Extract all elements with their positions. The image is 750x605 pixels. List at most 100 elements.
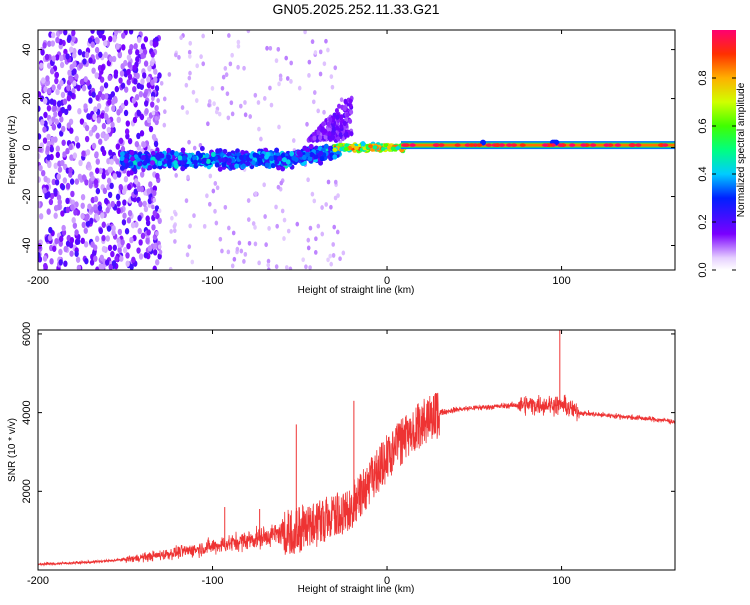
noise-dot: [65, 53, 70, 60]
noise-dot: [59, 61, 65, 69]
fan-dot: [338, 132, 343, 138]
snr-x-label: Height of straight line (km): [298, 584, 415, 595]
noise-dot: [103, 39, 108, 47]
noise-dot: [96, 117, 102, 124]
noise-dot: [101, 245, 107, 253]
faint-noise-dot: [174, 211, 178, 217]
noise-dot: [105, 133, 110, 140]
noise-dot: [102, 187, 108, 195]
noise-dot: [144, 108, 149, 115]
fan-dot: [323, 134, 328, 140]
colorbar-ticks: 0.0 0.2 0.4 0.6 0.8: [697, 70, 736, 278]
noise-dot: [135, 72, 140, 80]
colorbar-tick-label: 0.8: [697, 70, 709, 85]
stable-line-dot: [569, 143, 576, 147]
band-dot: [220, 157, 226, 163]
noise-dot: [116, 200, 121, 207]
faint-noise-dot: [264, 242, 268, 248]
faint-noise-dot: [268, 45, 273, 51]
noise-dot: [71, 87, 76, 95]
spectrogram-y-tick-label: -40: [21, 238, 33, 254]
faint-noise-dot: [338, 256, 342, 262]
stable-line-dot: [485, 143, 492, 147]
noise-dot: [143, 60, 149, 67]
faint-noise-dot: [246, 30, 251, 34]
faint-noise-dot: [195, 63, 200, 69]
noise-dot: [134, 94, 140, 101]
stable-line-dot: [542, 143, 549, 147]
noise-dot: [104, 106, 109, 113]
faint-noise-dot: [243, 251, 248, 257]
converging-dot: [390, 146, 396, 151]
band-dot: [172, 160, 178, 166]
noise-dot: [56, 173, 61, 180]
noise-dot: [42, 137, 48, 144]
band-dot: [180, 165, 186, 172]
noise-dot: [123, 59, 128, 67]
noise-dot: [80, 237, 85, 245]
noise-dot: [84, 179, 89, 186]
noise-dot: [125, 260, 130, 267]
noise-dot: [60, 91, 66, 99]
noise-dot: [38, 251, 41, 259]
noise-dot: [141, 141, 147, 148]
noise-dot: [83, 103, 88, 110]
noise-dot: [100, 112, 105, 119]
noise-dot: [109, 158, 114, 165]
faint-noise-dot: [331, 242, 336, 247]
noise-dot: [40, 119, 45, 126]
fan-dot: [312, 135, 317, 141]
band-dot: [157, 160, 163, 166]
noise-dot: [45, 75, 50, 82]
fan-dot: [323, 128, 328, 134]
noise-dot: [154, 104, 159, 112]
faint-noise-dot: [177, 55, 181, 60]
noise-dot: [74, 135, 80, 143]
noise-dot: [54, 237, 59, 245]
noise-dot: [133, 178, 139, 185]
noise-dot: [125, 252, 130, 259]
faint-noise-dot: [279, 180, 284, 186]
noise-dot: [48, 226, 53, 234]
noise-dot: [147, 245, 153, 252]
faint-noise-dot: [180, 105, 185, 110]
faint-noise-dot: [316, 108, 320, 114]
noise-dot: [136, 110, 142, 117]
noise-dot: [42, 187, 47, 194]
noise-dot: [126, 217, 132, 224]
spectrogram-y-label: Frequency (Hz): [7, 116, 18, 185]
noise-dot: [52, 245, 57, 252]
faint-noise-dot: [306, 237, 311, 243]
noise-dot: [69, 236, 75, 244]
faint-noise-dot: [266, 258, 271, 264]
noise-dot: [107, 244, 113, 252]
noise-dot: [127, 48, 133, 55]
noise-dot: [135, 49, 140, 56]
fan-dot: [336, 136, 341, 142]
band-dot: [193, 159, 198, 165]
stable-line-dot: [401, 143, 408, 147]
noise-dot: [111, 225, 116, 232]
faint-noise-dot: [174, 52, 178, 58]
faint-noise-dot: [172, 224, 177, 229]
faint-noise-dot: [220, 85, 225, 91]
noise-dot: [78, 62, 84, 69]
faint-noise-dot: [268, 85, 272, 91]
noise-dot: [148, 181, 153, 188]
band-dot: [140, 154, 146, 160]
noise-dot: [100, 93, 106, 101]
snr-panel: -200 -100 0 100 2000 4000 6000 Height of stra…: [7, 322, 676, 595]
noise-dot: [101, 234, 106, 242]
faint-noise-dot: [276, 46, 281, 52]
noise-dot: [43, 175, 48, 183]
stable-line-dot: [546, 143, 553, 147]
noise-dot: [88, 97, 93, 104]
faint-noise-dot: [236, 39, 241, 45]
faint-noise-dot: [202, 223, 207, 229]
faint-noise-dot: [308, 225, 313, 231]
noise-dot: [67, 104, 72, 111]
noise-dot: [87, 203, 92, 210]
band-dot: [215, 148, 220, 154]
faint-noise-dot: [266, 267, 271, 270]
